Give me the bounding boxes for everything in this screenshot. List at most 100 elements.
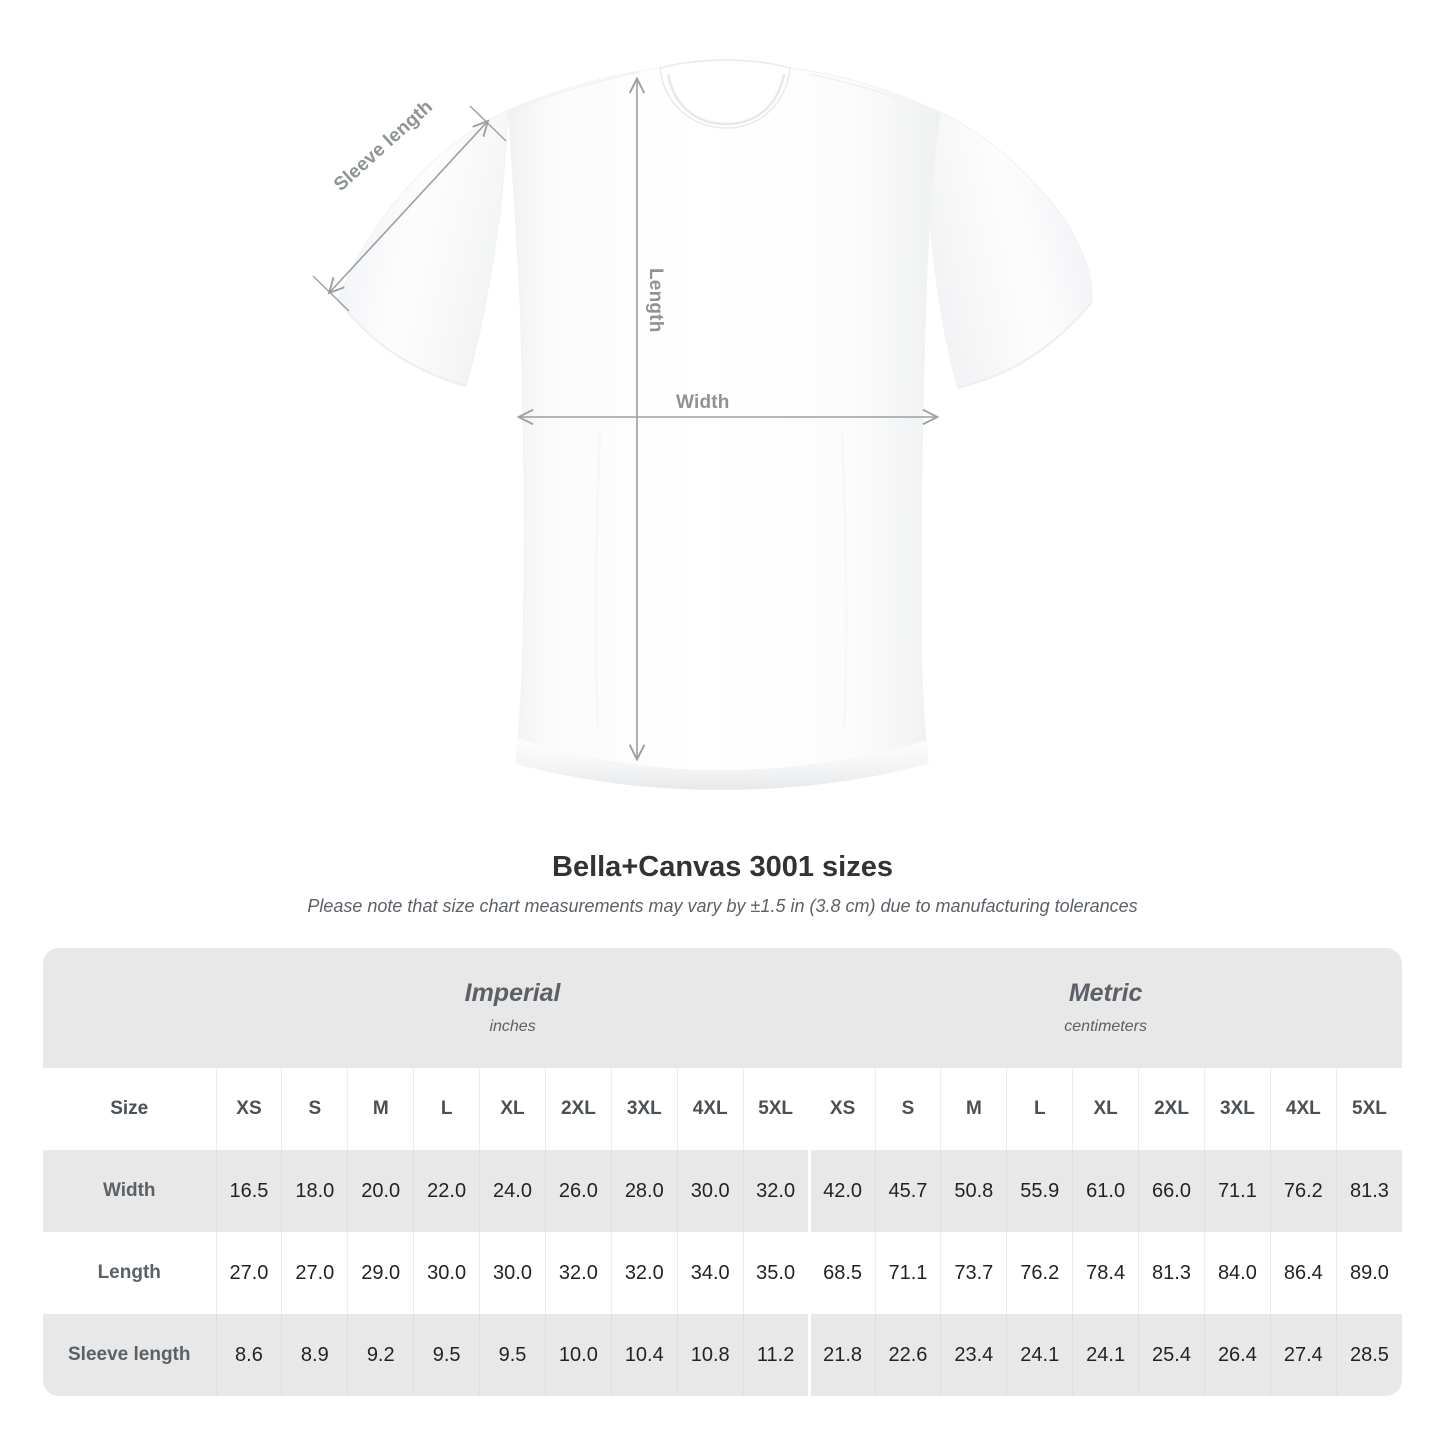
cell-width-3xl-metric: 71.1 bbox=[1203, 1150, 1271, 1232]
dimension-lines bbox=[312, 80, 936, 758]
sleeve-cap-top bbox=[469, 105, 507, 142]
cell-length-l-metric: 76.2 bbox=[1006, 1232, 1073, 1314]
unit-banner-spacer bbox=[43, 948, 216, 1068]
cell-sleeve-length-xs-metric: 21.8 bbox=[807, 1314, 876, 1396]
column-header-m-imperial: M bbox=[347, 1068, 414, 1150]
cell-length-5xl-imperial: 35.0 bbox=[742, 1232, 810, 1314]
cell-sleeve-length-3xl-imperial: 10.4 bbox=[610, 1314, 678, 1396]
cell-length-m-imperial: 29.0 bbox=[347, 1232, 414, 1314]
tshirt-diagram: Sleeve length Length Width bbox=[312, 59, 1093, 790]
cell-sleeve-length-5xl-metric: 28.5 bbox=[1335, 1314, 1402, 1396]
cell-sleeve-length-xs-imperial: 8.6 bbox=[215, 1314, 282, 1396]
size-chart-table: Imperial inches Metric centimeters Size XS S M L… bbox=[43, 948, 1402, 1396]
cell-width-4xl-metric: 76.2 bbox=[1269, 1150, 1337, 1232]
cell-width-l-metric: 55.9 bbox=[1006, 1150, 1073, 1232]
cell-width-4xl-imperial: 30.0 bbox=[676, 1150, 744, 1232]
sleeve-length-arrow bbox=[330, 122, 487, 292]
unit-banner-row: Imperial inches Metric centimeters bbox=[43, 948, 1402, 1068]
cell-width-s-imperial: 18.0 bbox=[281, 1150, 348, 1232]
unit-group-metric: Metric centimeters bbox=[809, 948, 1402, 1068]
cell-sleeve-length-l-metric: 24.1 bbox=[1006, 1314, 1073, 1396]
cell-length-5xl-metric: 89.0 bbox=[1335, 1232, 1402, 1314]
cell-sleeve-length-4xl-metric: 27.4 bbox=[1269, 1314, 1337, 1396]
cell-width-m-imperial: 20.0 bbox=[347, 1150, 414, 1232]
column-header-5xl-metric: 5XL bbox=[1335, 1068, 1402, 1150]
cell-length-4xl-imperial: 34.0 bbox=[676, 1232, 744, 1314]
table-row: Sleeve length 8.6 8.9 9.2 9.5 9.5 10.0 10.4 10.8… bbox=[43, 1314, 1402, 1396]
column-header-xs-metric: XS bbox=[807, 1068, 876, 1150]
cell-length-3xl-imperial: 32.0 bbox=[610, 1232, 678, 1314]
sleeve-cap-bottom bbox=[312, 275, 350, 312]
column-header-xs-imperial: XS bbox=[215, 1068, 282, 1150]
width-label: Width bbox=[676, 392, 730, 413]
cell-length-xl-imperial: 30.0 bbox=[479, 1232, 546, 1314]
unit-group-name: Metric bbox=[1068, 979, 1143, 1008]
cell-sleeve-length-xl-imperial: 9.5 bbox=[479, 1314, 546, 1396]
unit-group-imperial: Imperial inches bbox=[216, 948, 810, 1068]
column-header-xl-metric: XL bbox=[1072, 1068, 1139, 1150]
row-header-length: Length bbox=[43, 1232, 216, 1314]
unit-group-name: Imperial bbox=[464, 979, 561, 1008]
table-header-row: Size XS S M L XL 2XL 3XL 4XL 5XL XS S M L XL 2XL 3XL 4XL 5… bbox=[43, 1068, 1402, 1150]
column-header-l-imperial: L bbox=[413, 1068, 480, 1150]
column-header-xl-imperial: XL bbox=[479, 1068, 546, 1150]
column-header-5xl-imperial: 5XL bbox=[742, 1068, 810, 1150]
cell-length-s-imperial: 27.0 bbox=[281, 1232, 348, 1314]
cell-length-xs-metric: 68.5 bbox=[807, 1232, 876, 1314]
cell-width-xl-imperial: 24.0 bbox=[479, 1150, 546, 1232]
cell-width-2xl-imperial: 26.0 bbox=[544, 1150, 612, 1232]
cell-sleeve-length-xl-metric: 24.1 bbox=[1072, 1314, 1139, 1396]
cell-length-m-metric: 73.7 bbox=[940, 1232, 1007, 1314]
cell-length-xs-imperial: 27.0 bbox=[215, 1232, 282, 1314]
cell-sleeve-length-3xl-metric: 26.4 bbox=[1203, 1314, 1271, 1396]
cell-width-l-imperial: 22.0 bbox=[413, 1150, 480, 1232]
row-header-width: Width bbox=[43, 1150, 216, 1232]
tshirt-shape bbox=[337, 59, 1093, 790]
unit-group-sub: inches bbox=[489, 1017, 536, 1035]
page-subtitle: Please note that size chart measurements… bbox=[307, 896, 1138, 916]
cell-sleeve-length-s-metric: 22.6 bbox=[874, 1314, 941, 1396]
column-header-3xl-metric: 3XL bbox=[1203, 1068, 1271, 1150]
column-header-4xl-imperial: 4XL bbox=[676, 1068, 744, 1150]
cell-sleeve-length-m-metric: 23.4 bbox=[940, 1314, 1007, 1396]
page-title: Bella+Canvas 3001 sizes bbox=[552, 851, 893, 883]
column-header-2xl-imperial: 2XL bbox=[544, 1068, 612, 1150]
column-header-3xl-imperial: 3XL bbox=[610, 1068, 678, 1150]
column-header-size: Size bbox=[43, 1068, 216, 1150]
cell-sleeve-length-m-imperial: 9.2 bbox=[347, 1314, 414, 1396]
cell-length-2xl-imperial: 32.0 bbox=[544, 1232, 612, 1314]
cell-length-3xl-metric: 84.0 bbox=[1203, 1232, 1271, 1314]
cell-width-5xl-imperial: 32.0 bbox=[742, 1150, 810, 1232]
tshirt-illustration bbox=[312, 59, 1093, 790]
cell-width-m-metric: 50.8 bbox=[940, 1150, 1007, 1232]
cell-sleeve-length-l-imperial: 9.5 bbox=[413, 1314, 480, 1396]
column-header-l-metric: L bbox=[1006, 1068, 1073, 1150]
unit-group-sub: centimeters bbox=[1064, 1017, 1147, 1035]
cell-width-5xl-metric: 81.3 bbox=[1335, 1150, 1402, 1232]
cell-sleeve-length-5xl-imperial: 11.2 bbox=[742, 1314, 810, 1396]
cell-length-s-metric: 71.1 bbox=[874, 1232, 941, 1314]
cell-length-2xl-metric: 81.3 bbox=[1138, 1232, 1205, 1314]
column-header-s-metric: S bbox=[874, 1068, 941, 1150]
cell-length-l-imperial: 30.0 bbox=[413, 1232, 480, 1314]
cell-width-xs-imperial: 16.5 bbox=[215, 1150, 282, 1232]
cell-sleeve-length-2xl-metric: 25.4 bbox=[1138, 1314, 1205, 1396]
cell-width-xs-metric: 42.0 bbox=[807, 1150, 876, 1232]
length-label: Length bbox=[645, 268, 666, 333]
column-header-4xl-metric: 4XL bbox=[1269, 1068, 1337, 1150]
column-header-s-imperial: S bbox=[281, 1068, 348, 1150]
row-header-sleeve-length: Sleeve length bbox=[43, 1314, 216, 1396]
table-row: Width 16.5 18.0 20.0 22.0 24.0 26.0 28.0 30.0 32.… bbox=[43, 1150, 1402, 1232]
cell-width-s-metric: 45.7 bbox=[874, 1150, 941, 1232]
cell-length-4xl-metric: 86.4 bbox=[1269, 1232, 1337, 1314]
table-row: Length 27.0 27.0 29.0 30.0 30.0 32.0 32.0 34.0 35… bbox=[43, 1232, 1402, 1314]
cell-sleeve-length-2xl-imperial: 10.0 bbox=[544, 1314, 612, 1396]
cell-width-2xl-metric: 66.0 bbox=[1138, 1150, 1205, 1232]
column-header-m-metric: M bbox=[940, 1068, 1007, 1150]
cell-length-xl-metric: 78.4 bbox=[1072, 1232, 1139, 1314]
cell-sleeve-length-4xl-imperial: 10.8 bbox=[676, 1314, 744, 1396]
column-header-2xl-metric: 2XL bbox=[1138, 1068, 1205, 1150]
cell-width-3xl-imperial: 28.0 bbox=[610, 1150, 678, 1232]
cell-sleeve-length-s-imperial: 8.9 bbox=[281, 1314, 348, 1396]
cell-width-xl-metric: 61.0 bbox=[1072, 1150, 1139, 1232]
